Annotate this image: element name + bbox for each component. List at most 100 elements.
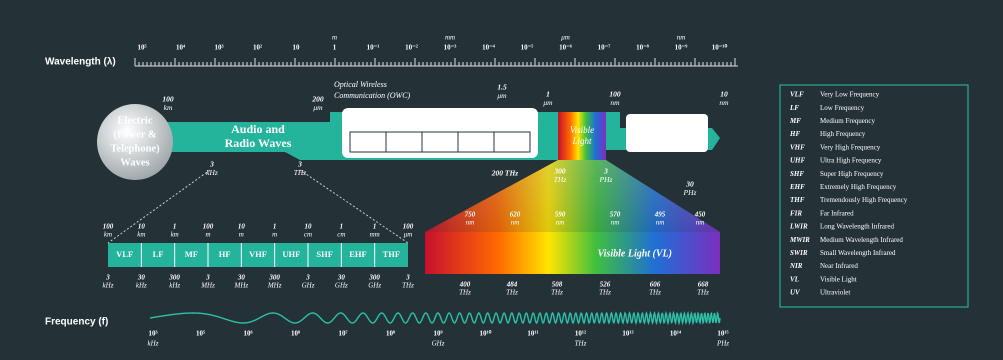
marker-unit: nm	[719, 98, 729, 107]
wavelength-tick: 10⁵	[137, 44, 146, 52]
wavelength-tick: 10⁻⁶	[559, 44, 572, 52]
frequency-tick: 10³	[148, 330, 157, 338]
wavelength-tick: 10⁻¹	[367, 44, 380, 52]
electric-text: Waves	[120, 157, 149, 168]
legend-meaning: Very High Frequency	[820, 143, 881, 151]
band-name: UHF	[282, 249, 300, 259]
legend-meaning: Medium Frequency	[820, 117, 876, 125]
visible-frequency: 526	[600, 281, 611, 289]
infrared-title: Infrared (IR)	[412, 116, 469, 127]
owc-text: Communication (OWC)	[334, 91, 411, 100]
band-frequency-unit: kHz	[169, 282, 180, 290]
marker: 3	[297, 160, 302, 169]
legend-meaning: Medium Wavelength Infrared	[820, 236, 903, 244]
visible-wavelength: 570	[610, 211, 621, 219]
visible-frequency-unit: THz	[697, 289, 709, 297]
visible-text: Visible	[570, 125, 594, 135]
marker: 300	[553, 167, 566, 176]
frequency-tick: 10¹⁵	[717, 330, 728, 338]
band-frequency: 300	[168, 274, 180, 282]
wavelength-tick: 10⁻⁸	[636, 44, 649, 52]
band-wavelength: 10	[138, 223, 146, 231]
band-name: MF	[185, 249, 198, 259]
band-name: SHF	[316, 249, 333, 259]
electric-text: (Power &	[113, 129, 156, 140]
legend-box	[779, 84, 969, 308]
visible-light-title: Visible Light (VL)	[598, 248, 672, 259]
wavelength-tick: 10⁻³	[444, 44, 457, 52]
legend-abbr: FIR	[790, 209, 802, 217]
legend-meaning: Low Frequency	[820, 104, 865, 112]
band-wavelength-unit: km	[104, 231, 112, 239]
marker: 200	[311, 95, 324, 104]
band-frequency: 300	[368, 274, 380, 282]
band-frequency-unit: GHz	[368, 282, 381, 290]
band-frequency: 30	[237, 274, 246, 282]
marker-unit: μm	[497, 91, 507, 100]
frequency-tick: 10¹¹	[527, 330, 538, 338]
frequency-unit: THz	[575, 340, 587, 348]
band-wavelength-unit: m	[205, 231, 210, 239]
legend-meaning: Ultraviolet	[820, 289, 850, 297]
band-frequency: 3	[105, 274, 110, 282]
marker: 1.5	[497, 83, 507, 92]
band-name: LF	[153, 249, 164, 259]
infrared-band: MWIR	[426, 137, 454, 147]
band-wavelength: 1	[173, 223, 177, 231]
visible-frequency-unit: THz	[649, 289, 661, 297]
ultraviolet-box	[626, 114, 708, 152]
band-frequency-unit: MHz	[234, 282, 249, 290]
legend-meaning: Very Low Frequency	[820, 91, 880, 99]
frequency-tick: 10¹²	[575, 330, 586, 338]
marker: 10	[720, 90, 728, 99]
frequency-tick: 10⁵	[196, 330, 205, 338]
visible-wavelength-unit: nm	[511, 219, 520, 227]
radio-text: Radio Waves	[225, 136, 292, 150]
marker: 3	[603, 167, 608, 176]
marker: 30	[685, 180, 694, 189]
marker-unit: μm	[543, 98, 553, 107]
band-wavelength: 100	[103, 223, 114, 231]
legend-meaning: Small Wavelength Infrared	[820, 249, 896, 257]
visible-wavelength-unit: nm	[556, 219, 565, 227]
band-name: VHF	[249, 249, 267, 259]
wavelength-tick: 10⁻²	[405, 44, 418, 52]
legend-meaning: High Frequency	[820, 130, 866, 138]
legend-abbr: SHF	[790, 170, 804, 178]
frequency-tick: 10⁸	[386, 330, 395, 338]
zoom-line	[299, 169, 409, 244]
band-wavelength-unit: cm	[304, 231, 312, 239]
band-frequency: 300	[268, 274, 280, 282]
band-name: THF	[383, 249, 400, 259]
visible-frequency-unit: THz	[599, 289, 611, 297]
visible-frequency-unit: THz	[459, 289, 471, 297]
visible-wavelength: 495	[654, 211, 666, 219]
frequency-unit: GHz	[432, 340, 445, 348]
frequency-tick: 10⁸	[291, 330, 300, 338]
band-wavelength-unit: μm	[404, 231, 413, 239]
band-frequency-unit: GHz	[335, 282, 348, 290]
infrared-band: FIR	[360, 137, 376, 147]
wavelength-tick: 10	[293, 44, 301, 52]
infrared-bands-box	[349, 131, 531, 153]
legend-meaning: Long Wavelength Infrared	[820, 223, 894, 231]
legend-abbr: MF	[789, 117, 801, 125]
band-wavelength: 10	[305, 223, 313, 231]
marker: 100	[609, 90, 621, 99]
legend-abbr: VLF	[790, 91, 804, 99]
frequency-tick: 10¹⁴	[670, 330, 682, 338]
electric-text: Telephone)	[110, 143, 160, 154]
frequency-tick: 10⁶	[243, 330, 252, 338]
wavelength-tick: 10⁻⁷	[598, 44, 611, 52]
wavelength-unit: nm	[677, 34, 686, 42]
band-frequency-unit: GHz	[302, 282, 315, 290]
legend-meaning: Far Infrared	[820, 209, 854, 217]
legend-abbr: LWIR	[789, 223, 808, 231]
frequency-tick: 10⁹	[433, 330, 442, 338]
legend-meaning: Super High Frequency	[820, 170, 884, 178]
visible-wavelength: 590	[555, 211, 566, 219]
band-frequency-unit: kHz	[136, 282, 147, 290]
